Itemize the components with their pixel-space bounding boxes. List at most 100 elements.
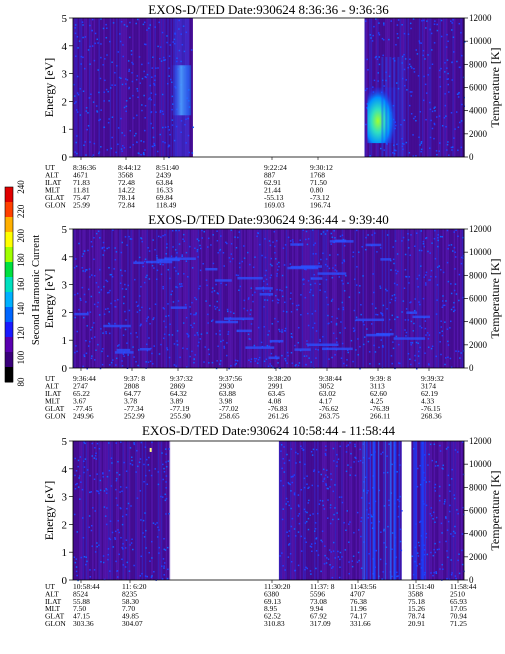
- segment-speckle: [289, 240, 292, 242]
- annotation-row-label: ALT: [45, 382, 59, 391]
- segment-speckle: [408, 282, 410, 284]
- segment-streak: [373, 229, 375, 368]
- segment-speckle: [457, 350, 460, 353]
- segment-speckle: [294, 364, 297, 367]
- segment-speckle: [290, 448, 293, 450]
- segment-speckle: [223, 265, 225, 267]
- segment-speckle: [460, 120, 463, 122]
- segment-speckle: [307, 312, 309, 315]
- segment-streak: [105, 441, 107, 580]
- segment-speckle: [370, 522, 373, 524]
- segment-speckle: [354, 445, 356, 448]
- segment-speckle: [414, 245, 416, 248]
- segment-streak: [345, 229, 347, 368]
- segment-speckle: [141, 63, 143, 66]
- segment-speckle: [103, 249, 106, 252]
- segment-speckle: [121, 360, 123, 362]
- segment-speckle: [444, 363, 446, 366]
- annotation-cell: 3568: [118, 171, 133, 180]
- segment-speckle: [226, 308, 229, 311]
- segment-speckle: [194, 354, 196, 356]
- segment-speckle: [310, 450, 313, 453]
- segment-speckle: [86, 128, 88, 131]
- segment-streak: [114, 229, 116, 368]
- segment-speckle: [435, 150, 438, 152]
- segment-speckle: [243, 257, 246, 259]
- annotation-cell: 9:37:56: [219, 374, 242, 383]
- segment-speckle: [129, 97, 131, 99]
- segment-speckle: [165, 315, 167, 318]
- segment-speckle: [76, 36, 79, 38]
- segment-streak: [454, 18, 456, 157]
- segment-speckle: [156, 278, 158, 281]
- annotation-cell: 65.22: [73, 389, 90, 398]
- segment-speckle: [121, 150, 123, 152]
- segment-streak: [445, 441, 447, 580]
- segment-speckle: [219, 248, 222, 251]
- segment-speckle: [326, 229, 329, 232]
- segment-speckle: [277, 320, 279, 323]
- segment-speckle: [185, 31, 188, 34]
- segment-speckle: [264, 238, 266, 240]
- segment-streak: [332, 229, 334, 368]
- segment-speckle: [102, 473, 104, 475]
- segment-streak: [367, 229, 369, 368]
- segment-speckle: [93, 478, 96, 480]
- segment-speckle: [453, 310, 455, 313]
- segment-speckle: [131, 464, 134, 466]
- segment-speckle: [339, 235, 342, 238]
- segment-speckle: [112, 546, 115, 548]
- segment-streak: [285, 229, 287, 368]
- segment-speckle: [425, 271, 428, 274]
- segment-speckle: [353, 329, 356, 332]
- segment-speckle: [111, 84, 113, 86]
- segment-speckle: [165, 498, 168, 500]
- segment-streak: [365, 441, 367, 580]
- segment-speckle: [123, 295, 125, 298]
- segment-speckle: [393, 152, 396, 155]
- segment-speckle: [120, 507, 122, 510]
- segment-streak: [307, 441, 309, 580]
- segment-speckle: [448, 510, 451, 513]
- segment-speckle: [454, 256, 457, 258]
- segment-speckle: [368, 457, 370, 460]
- segment-streak: [87, 18, 89, 157]
- colorbar-swatch: [5, 232, 13, 248]
- segment-speckle: [341, 234, 344, 237]
- segment-streak: [186, 229, 188, 368]
- segment-streak: [436, 229, 438, 368]
- segment-speckle: [74, 487, 77, 490]
- segment-speckle: [168, 55, 171, 57]
- segment-speckle: [417, 342, 419, 345]
- segment-speckle: [279, 555, 281, 557]
- segment-speckle: [306, 340, 308, 342]
- segment-speckle: [152, 522, 155, 524]
- segment-speckle: [222, 252, 225, 254]
- segment-streak: [140, 229, 142, 368]
- segment-speckle: [117, 127, 120, 129]
- segment-streak: [165, 18, 167, 157]
- segment-speckle: [203, 361, 205, 363]
- segment-speckle: [426, 553, 429, 556]
- segment-speckle: [377, 72, 380, 74]
- segment-speckle: [412, 155, 415, 157]
- segment-speckle: [376, 313, 379, 316]
- segment-speckle: [117, 529, 119, 531]
- segment-streak: [97, 18, 99, 157]
- segment-speckle: [434, 110, 436, 112]
- segment-speckle: [96, 545, 98, 548]
- segment-speckle: [440, 19, 443, 22]
- segment-speckle: [144, 76, 146, 78]
- segment-streak: [453, 441, 455, 580]
- segment-streak: [138, 229, 140, 368]
- segment-speckle: [315, 330, 318, 332]
- segment-speckle: [264, 256, 267, 259]
- segment-streak: [291, 441, 293, 580]
- segment-speckle: [354, 443, 356, 446]
- segment-speckle: [100, 43, 102, 45]
- segment-streak: [125, 229, 127, 368]
- segment-streak: [433, 18, 435, 157]
- segment-streak: [159, 229, 161, 368]
- annotation-cell: 62.91: [264, 178, 281, 187]
- segment-speckle: [154, 79, 156, 82]
